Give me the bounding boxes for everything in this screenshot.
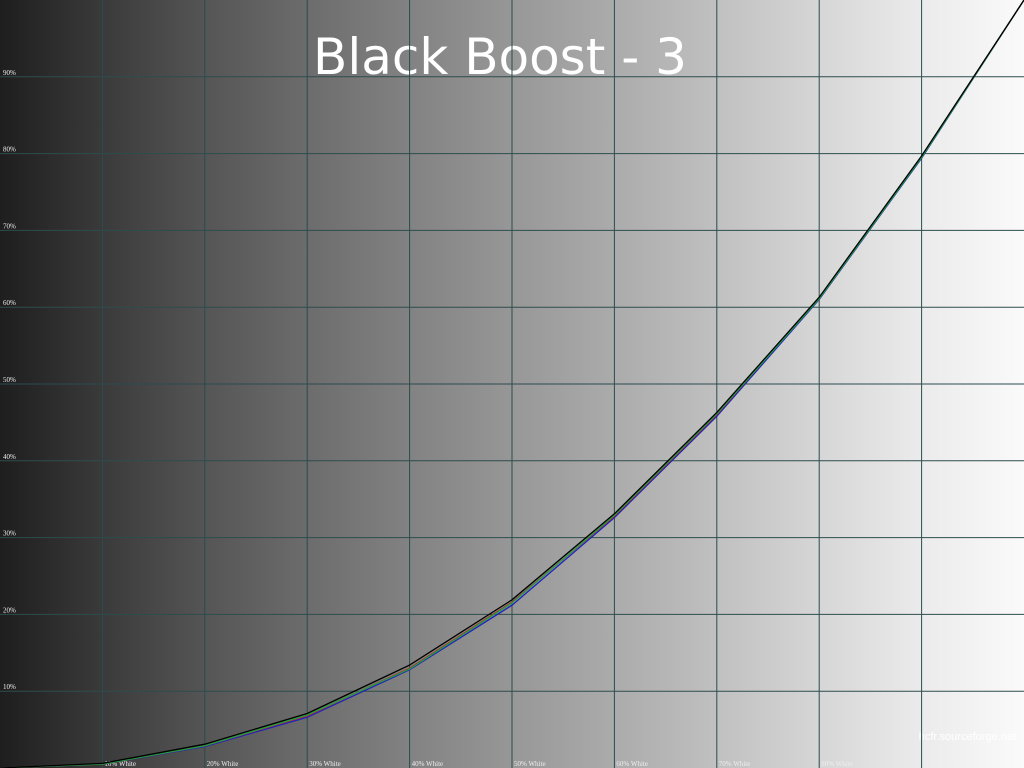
- x-tick-label: 60% White: [616, 760, 648, 768]
- y-tick-label: 40%: [3, 453, 16, 461]
- y-tick-label: 50%: [3, 376, 16, 384]
- x-tick-label: 30% White: [309, 760, 341, 768]
- y-tick-label: 70%: [3, 222, 16, 230]
- x-tick-label: 50% White: [514, 760, 546, 768]
- x-tick-label: 40% White: [412, 760, 444, 768]
- x-tick-label: 80% White: [821, 760, 853, 768]
- y-tick-label: 60%: [3, 299, 16, 307]
- y-tick-label: 10%: [3, 683, 16, 691]
- x-tick-label: 70% White: [719, 760, 751, 768]
- x-tick-label: 10% White: [104, 760, 136, 768]
- x-tick-label: 20% White: [207, 760, 239, 768]
- y-tick-label: 80%: [3, 146, 16, 154]
- y-tick-label: 30%: [3, 530, 16, 538]
- y-tick-label: 90%: [3, 69, 16, 77]
- x-tick-label: 90% White: [924, 760, 956, 768]
- watermark: hcfr.sourceforge.net: [919, 731, 1016, 743]
- y-tick-label: 20%: [3, 606, 16, 614]
